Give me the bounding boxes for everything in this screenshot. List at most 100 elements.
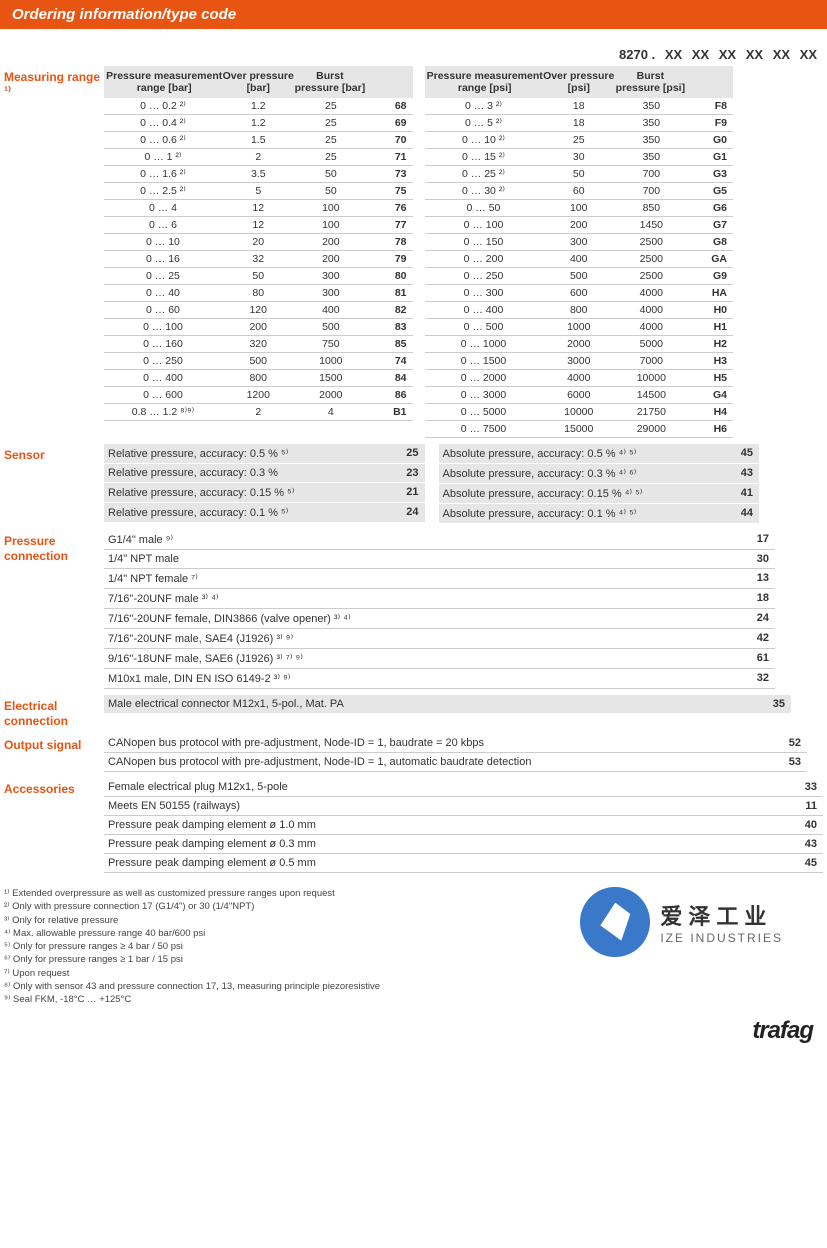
over-pressure: 1.2 xyxy=(222,117,295,129)
list-code: 33 xyxy=(805,781,817,793)
list-row: 7/16"-20UNF female, DIN3866 (valve opene… xyxy=(104,609,775,629)
list-code: 32 xyxy=(757,672,769,685)
over-pressure: 200 xyxy=(542,219,615,231)
type-code-slot: XX xyxy=(746,47,763,62)
over-pressure: 15000 xyxy=(542,423,615,435)
list-code: 53 xyxy=(789,756,801,768)
type-code-slot: XX xyxy=(800,47,817,62)
burst-pressure: 500 xyxy=(295,321,368,333)
list-text: 1/4" NPT male xyxy=(108,553,179,565)
range-row: 0 … 2.5 ²⁾55075 xyxy=(104,183,413,200)
range-value: 0 … 250 xyxy=(425,270,543,282)
label-measuring-range: Measuring range ¹⁾ xyxy=(4,66,104,438)
brand-block: 爱泽工业 IZE INDUSTRIES xyxy=(580,887,783,957)
burst-pressure: 7000 xyxy=(615,355,688,367)
burst-pressure: 4000 xyxy=(615,304,688,316)
col-head: Over pressure [psi] xyxy=(543,70,615,94)
range-value: 0 … 500 xyxy=(425,321,543,333)
range-row: 0 … 1.6 ²⁾3.55073 xyxy=(104,166,413,183)
range-code: 71 xyxy=(367,151,412,163)
col-head: Burst pressure [bar] xyxy=(294,70,366,94)
range-row: 0 … 408030081 xyxy=(104,285,413,302)
range-code: B1 xyxy=(367,406,412,418)
range-value: 0 … 150 xyxy=(425,236,543,248)
list-text: Absolute pressure, accuracy: 0.3 % ⁴⁾ ⁶⁾ xyxy=(443,467,637,480)
range-value: 0 … 1.6 ²⁾ xyxy=(104,168,222,180)
range-value: 0 … 3000 xyxy=(425,389,543,401)
range-value: 0 … 2.5 ²⁾ xyxy=(104,185,222,197)
type-code-row: 8270 . XX XX XX XX XX XX xyxy=(4,47,823,62)
burst-pressure: 1500 xyxy=(295,372,368,384)
burst-pressure: 50 xyxy=(295,168,368,180)
range-code: H3 xyxy=(688,355,733,367)
range-code: 74 xyxy=(367,355,412,367)
range-value: 0 … 40 xyxy=(104,287,222,299)
over-pressure: 500 xyxy=(222,355,295,367)
list-code: 45 xyxy=(805,857,817,869)
list-code: 43 xyxy=(741,467,753,480)
range-row: 0 … 1002001450G7 xyxy=(425,217,734,234)
range-row: 0 … 1503002500G8 xyxy=(425,234,734,251)
list-code: 23 xyxy=(406,467,418,479)
range-row: 0 … 6001200200086 xyxy=(104,387,413,404)
over-pressure: 2000 xyxy=(542,338,615,350)
pressure-conn-list: G1/4" male ⁹⁾171/4" NPT male301/4" NPT f… xyxy=(104,530,775,689)
list-text: Relative pressure, accuracy: 0.1 % ⁵⁾ xyxy=(108,506,288,519)
type-code-prefix: 8270 . xyxy=(619,47,655,62)
col-head xyxy=(366,70,411,94)
range-row: 0.8 … 1.2 ⁸⁾⁹⁾24B1 xyxy=(104,404,413,421)
over-pressure: 2 xyxy=(222,151,295,163)
over-pressure: 1000 xyxy=(542,321,615,333)
range-row: 0 … 3006004000HA xyxy=(425,285,734,302)
list-row: Absolute pressure, accuracy: 0.1 % ⁴⁾ ⁵⁾… xyxy=(439,504,760,524)
range-code: 70 xyxy=(367,134,412,146)
range-code: GA xyxy=(688,253,733,265)
range-row: 0 … 25 ²⁾50700G3 xyxy=(425,166,734,183)
list-code: 18 xyxy=(757,592,769,605)
range-code: HA xyxy=(688,287,733,299)
list-text: M10x1 male, DIN EN ISO 6149-2 ³⁾ ⁹⁾ xyxy=(108,672,291,685)
burst-pressure: 2000 xyxy=(295,389,368,401)
range-row: 0 … 163220079 xyxy=(104,251,413,268)
range-value: 0 … 3 ²⁾ xyxy=(425,100,543,112)
range-value: 0 … 4 xyxy=(104,202,222,214)
list-row: Absolute pressure, accuracy: 0.3 % ⁴⁾ ⁶⁾… xyxy=(439,464,760,484)
burst-pressure: 4000 xyxy=(615,287,688,299)
over-pressure: 2 xyxy=(222,406,295,418)
list-text: 7/16"-20UNF female, DIN3866 (valve opene… xyxy=(108,612,351,625)
brand-en: IZE INDUSTRIES xyxy=(660,931,783,945)
range-row: 0 … 30 ²⁾60700G5 xyxy=(425,183,734,200)
list-code: 17 xyxy=(757,533,769,546)
label-sensor: Sensor xyxy=(4,444,104,524)
over-pressure: 100 xyxy=(542,202,615,214)
list-text: Pressure peak damping element ø 0.3 mm xyxy=(108,838,316,850)
list-text: Pressure peak damping element ø 0.5 mm xyxy=(108,857,316,869)
range-row: 0 … 50100850G6 xyxy=(425,200,734,217)
range-code: G7 xyxy=(688,219,733,231)
range-code: 81 xyxy=(367,287,412,299)
list-row: Absolute pressure, accuracy: 0.5 % ⁴⁾ ⁵⁾… xyxy=(439,444,760,464)
burst-pressure: 1000 xyxy=(295,355,368,367)
burst-pressure: 5000 xyxy=(615,338,688,350)
range-code: H4 xyxy=(688,406,733,418)
accessories-list: Female electrical plug M12x1, 5-pole33Me… xyxy=(104,778,823,873)
header-bar: Ordering information/type code xyxy=(0,0,827,29)
list-code: 24 xyxy=(406,506,418,519)
list-code: 44 xyxy=(741,507,753,520)
range-code: G1 xyxy=(688,151,733,163)
burst-pressure: 350 xyxy=(615,100,688,112)
range-table-psi: Pressure measurement range [psi] Over pr… xyxy=(425,66,734,438)
range-code: 73 xyxy=(367,168,412,180)
list-text: Relative pressure, accuracy: 0.5 % ⁵⁾ xyxy=(108,447,288,460)
list-code: 52 xyxy=(789,737,801,749)
burst-pressure: 750 xyxy=(295,338,368,350)
list-text: Absolute pressure, accuracy: 0.1 % ⁴⁾ ⁵⁾ xyxy=(443,507,637,520)
list-row: Absolute pressure, accuracy: 0.15 % ⁴⁾ ⁵… xyxy=(439,484,760,504)
range-row: 0 … 41210076 xyxy=(104,200,413,217)
list-row: CANopen bus protocol with pre-adjustment… xyxy=(104,734,807,753)
list-text: Relative pressure, accuracy: 0.15 % ⁵⁾ xyxy=(108,486,294,499)
range-code: G3 xyxy=(688,168,733,180)
burst-pressure: 25 xyxy=(295,134,368,146)
range-value: 0 … 50 xyxy=(425,202,543,214)
range-value: 0 … 0.2 ²⁾ xyxy=(104,100,222,112)
